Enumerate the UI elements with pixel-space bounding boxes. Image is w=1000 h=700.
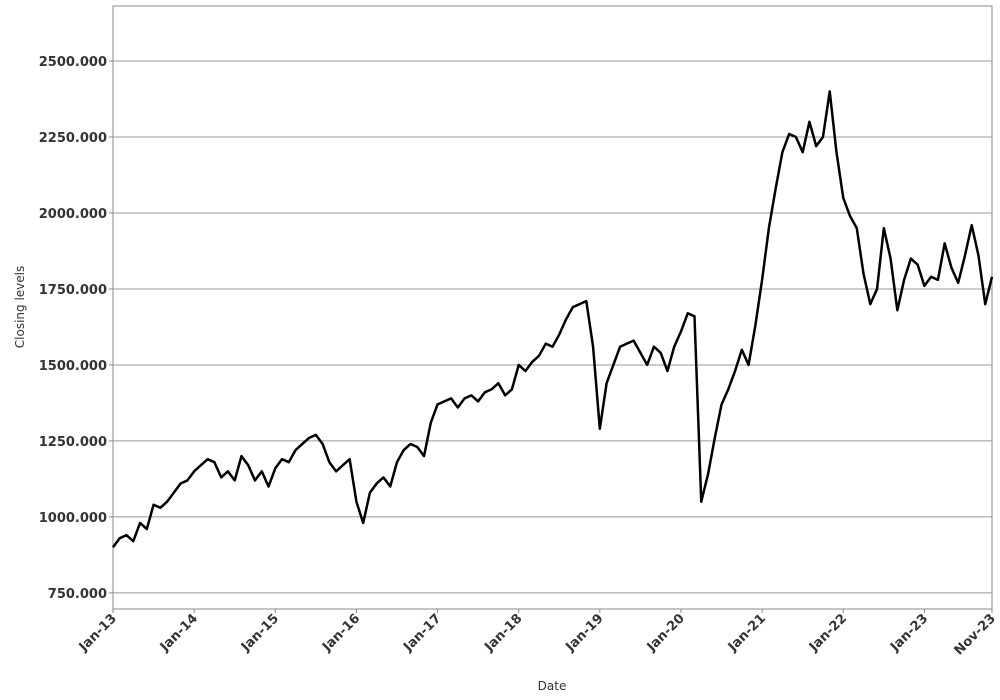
x-tick-label: Jan-23	[887, 611, 931, 655]
x-tick-label: Nov-23	[952, 611, 999, 658]
line	[111, 90, 994, 549]
y-tick-label: 2000.000	[39, 207, 107, 222]
y-axis-label: Closing levels	[13, 266, 27, 348]
x-tick-label: Jan-13	[76, 611, 120, 655]
x-tick-label: Jan-17	[400, 611, 444, 655]
y-tick-label: 2250.000	[39, 131, 107, 146]
y-tick-label: 2500.000	[39, 55, 107, 70]
x-tick-label: Jan-19	[563, 611, 607, 655]
x-axis-label: Date	[538, 679, 567, 693]
y-tick-label: 750.000	[48, 587, 107, 602]
x-tick-label: Jan-14	[157, 611, 201, 655]
x-tick-label: Jan-20	[644, 611, 688, 655]
y-tick-label: 1750.000	[39, 283, 107, 298]
y-tick-label: 1250.000	[39, 435, 107, 450]
y-tick-label: 1000.000	[39, 511, 107, 526]
x-tick-label: Jan-18	[481, 611, 525, 655]
x-tick-label: Jan-22	[806, 611, 850, 655]
x-tick-label: Jan-21	[725, 611, 769, 655]
plot-area	[112, 5, 993, 610]
x-tick-label: Jan-15	[238, 611, 282, 655]
x-tick-label: Jan-16	[319, 611, 363, 655]
y-tick-label: 1500.000	[39, 359, 107, 374]
